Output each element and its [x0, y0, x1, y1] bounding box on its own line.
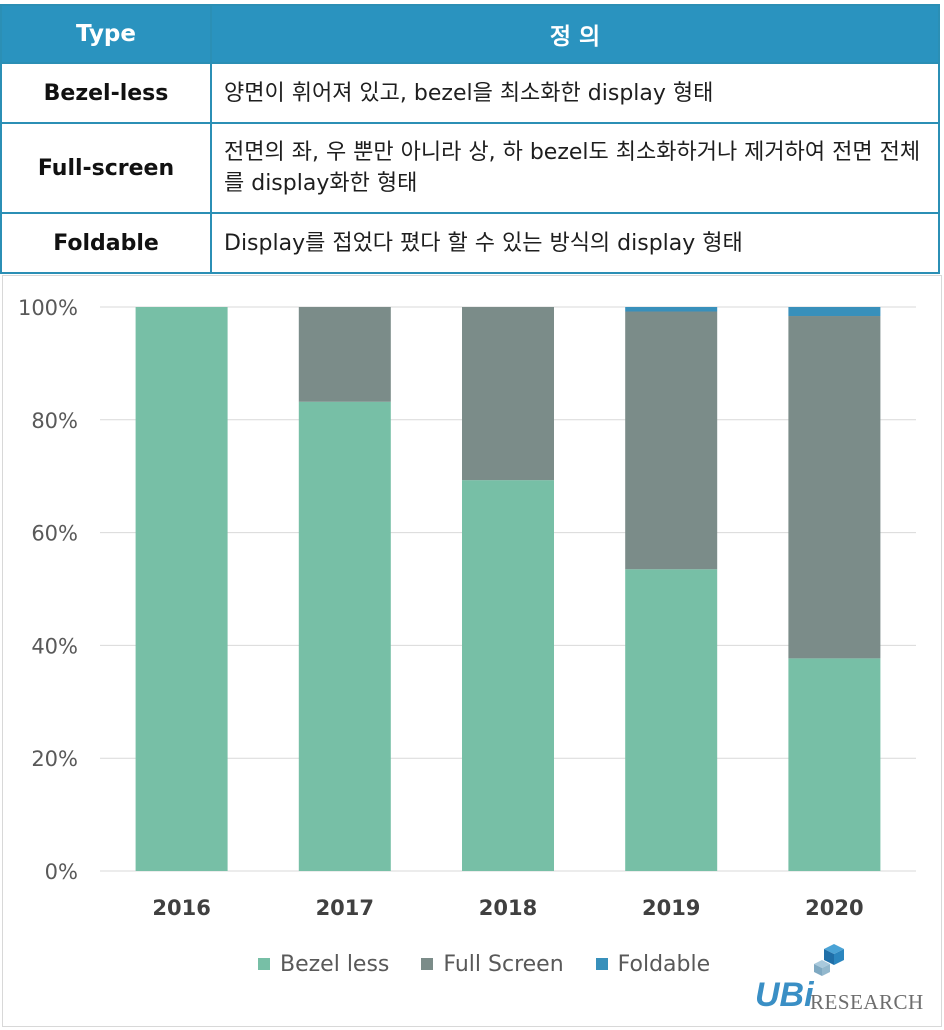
logo-ubi-text: UBi [755, 976, 814, 1014]
bar-segment-bezel-less [625, 569, 718, 871]
definition-table: Type 정 의 Bezel-less 양면이 휘어져 있고, bezel을 최… [0, 4, 940, 274]
chart-frame [2, 275, 942, 1027]
bar-segment-full-screen [788, 316, 881, 659]
definition-cell: 전면의 좌, 우 뿐만 아니라 상, 하 bezel도 최소화하거나 제거하여 … [210, 122, 940, 214]
bar-segment-full-screen [462, 307, 554, 481]
legend-label: Full Screen [443, 951, 564, 977]
type-cell: Full-screen [0, 122, 212, 214]
bar-segment-full-screen [625, 311, 718, 570]
type-cell: Foldable [0, 212, 212, 274]
table-row: Foldable Display를 접었다 폈다 할 수 있는 방식의 disp… [0, 212, 940, 274]
legend-swatch [595, 958, 608, 970]
type-cell: Bezel-less [0, 62, 212, 124]
x-tick-label: 2018 [479, 896, 537, 920]
y-tick-label: 0% [45, 860, 78, 884]
logo-cubes-icon [814, 944, 844, 976]
legend-item-full-screen: Full Screen [421, 951, 564, 977]
y-tick-label: 100% [18, 296, 78, 320]
y-tick-label: 20% [31, 747, 78, 771]
bar-segment-foldable [625, 307, 718, 312]
table-row: Full-screen 전면의 좌, 우 뿐만 아니라 상, 하 bezel도 … [0, 122, 940, 214]
ubi-research-logo: UBi RESEARCH [752, 938, 937, 1018]
table-header-row: Type 정 의 [0, 4, 940, 64]
y-tick-label: 60% [31, 522, 78, 546]
bar-segment-bezel-less [462, 480, 554, 871]
bar-segment-foldable [788, 307, 881, 317]
table-row: Bezel-less 양면이 휘어져 있고, bezel을 최소화한 displ… [0, 62, 940, 124]
bar-segment-bezel-less [298, 401, 391, 871]
logo-research-text: RESEARCH [810, 990, 924, 1014]
x-tick-label: 2019 [642, 896, 700, 920]
definition-cell: Display를 접었다 폈다 할 수 있는 방식의 display 형태 [210, 212, 940, 274]
header-definition: 정 의 [210, 4, 940, 64]
x-tick-label: 2017 [316, 896, 374, 920]
legend-item-bezel-less: Bezel less [258, 952, 389, 977]
legend-label: Foldable [617, 951, 711, 977]
definition-cell: 양면이 휘어져 있고, bezel을 최소화한 display 형태 [210, 62, 940, 124]
legend-swatch [258, 958, 270, 970]
bar-segment-bezel-less [135, 307, 228, 871]
legend-label: Bezel less [280, 951, 390, 977]
y-tick-label: 40% [31, 634, 78, 658]
x-tick-label: 2016 [152, 896, 210, 920]
legend-swatch [421, 958, 434, 970]
bar-segment-bezel-less [788, 658, 881, 871]
chart-legend: Bezel less Full Screen Foldable [258, 950, 742, 978]
legend-item-foldable: Foldable [595, 951, 711, 977]
y-tick-label: 80% [31, 409, 78, 433]
header-type: Type [0, 4, 212, 64]
x-tick-label: 2020 [805, 896, 863, 920]
bar-segment-full-screen [298, 307, 391, 402]
